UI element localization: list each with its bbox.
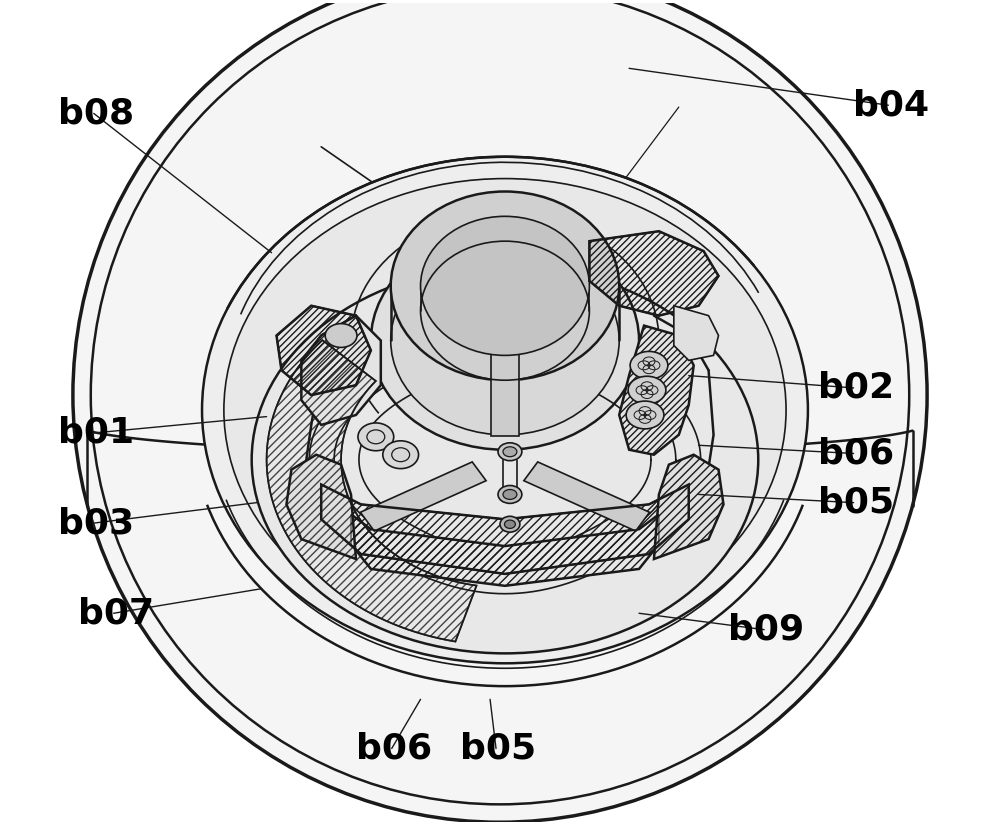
Text: b05: b05 xyxy=(460,732,536,766)
Text: b03: b03 xyxy=(58,506,134,540)
Ellipse shape xyxy=(630,351,668,380)
Text: b02: b02 xyxy=(818,371,894,405)
Ellipse shape xyxy=(391,246,619,435)
Ellipse shape xyxy=(224,178,786,642)
Polygon shape xyxy=(491,336,519,436)
Ellipse shape xyxy=(626,401,664,429)
Ellipse shape xyxy=(371,231,639,450)
Polygon shape xyxy=(654,455,723,559)
Polygon shape xyxy=(619,326,694,455)
Ellipse shape xyxy=(500,516,520,532)
Polygon shape xyxy=(351,514,659,586)
Ellipse shape xyxy=(628,376,666,404)
Ellipse shape xyxy=(391,191,619,380)
Ellipse shape xyxy=(358,423,394,450)
Ellipse shape xyxy=(504,520,515,529)
Text: b06: b06 xyxy=(356,732,432,766)
Text: b01: b01 xyxy=(58,416,134,450)
Ellipse shape xyxy=(325,323,357,347)
Ellipse shape xyxy=(498,443,522,460)
Text: b07: b07 xyxy=(78,596,154,630)
Ellipse shape xyxy=(421,216,589,356)
Text: b09: b09 xyxy=(728,613,805,647)
Ellipse shape xyxy=(498,485,522,503)
Ellipse shape xyxy=(503,489,517,499)
Ellipse shape xyxy=(252,266,758,653)
Polygon shape xyxy=(301,316,381,425)
Polygon shape xyxy=(286,455,356,559)
Text: b04: b04 xyxy=(853,88,929,122)
Polygon shape xyxy=(360,462,486,531)
Text: b08: b08 xyxy=(58,97,134,130)
Ellipse shape xyxy=(73,0,927,823)
Polygon shape xyxy=(524,462,650,531)
Ellipse shape xyxy=(383,441,419,469)
Text: b06: b06 xyxy=(818,436,894,470)
Text: b05: b05 xyxy=(818,486,894,520)
Polygon shape xyxy=(674,306,719,361)
Ellipse shape xyxy=(202,157,808,663)
Ellipse shape xyxy=(503,447,517,457)
